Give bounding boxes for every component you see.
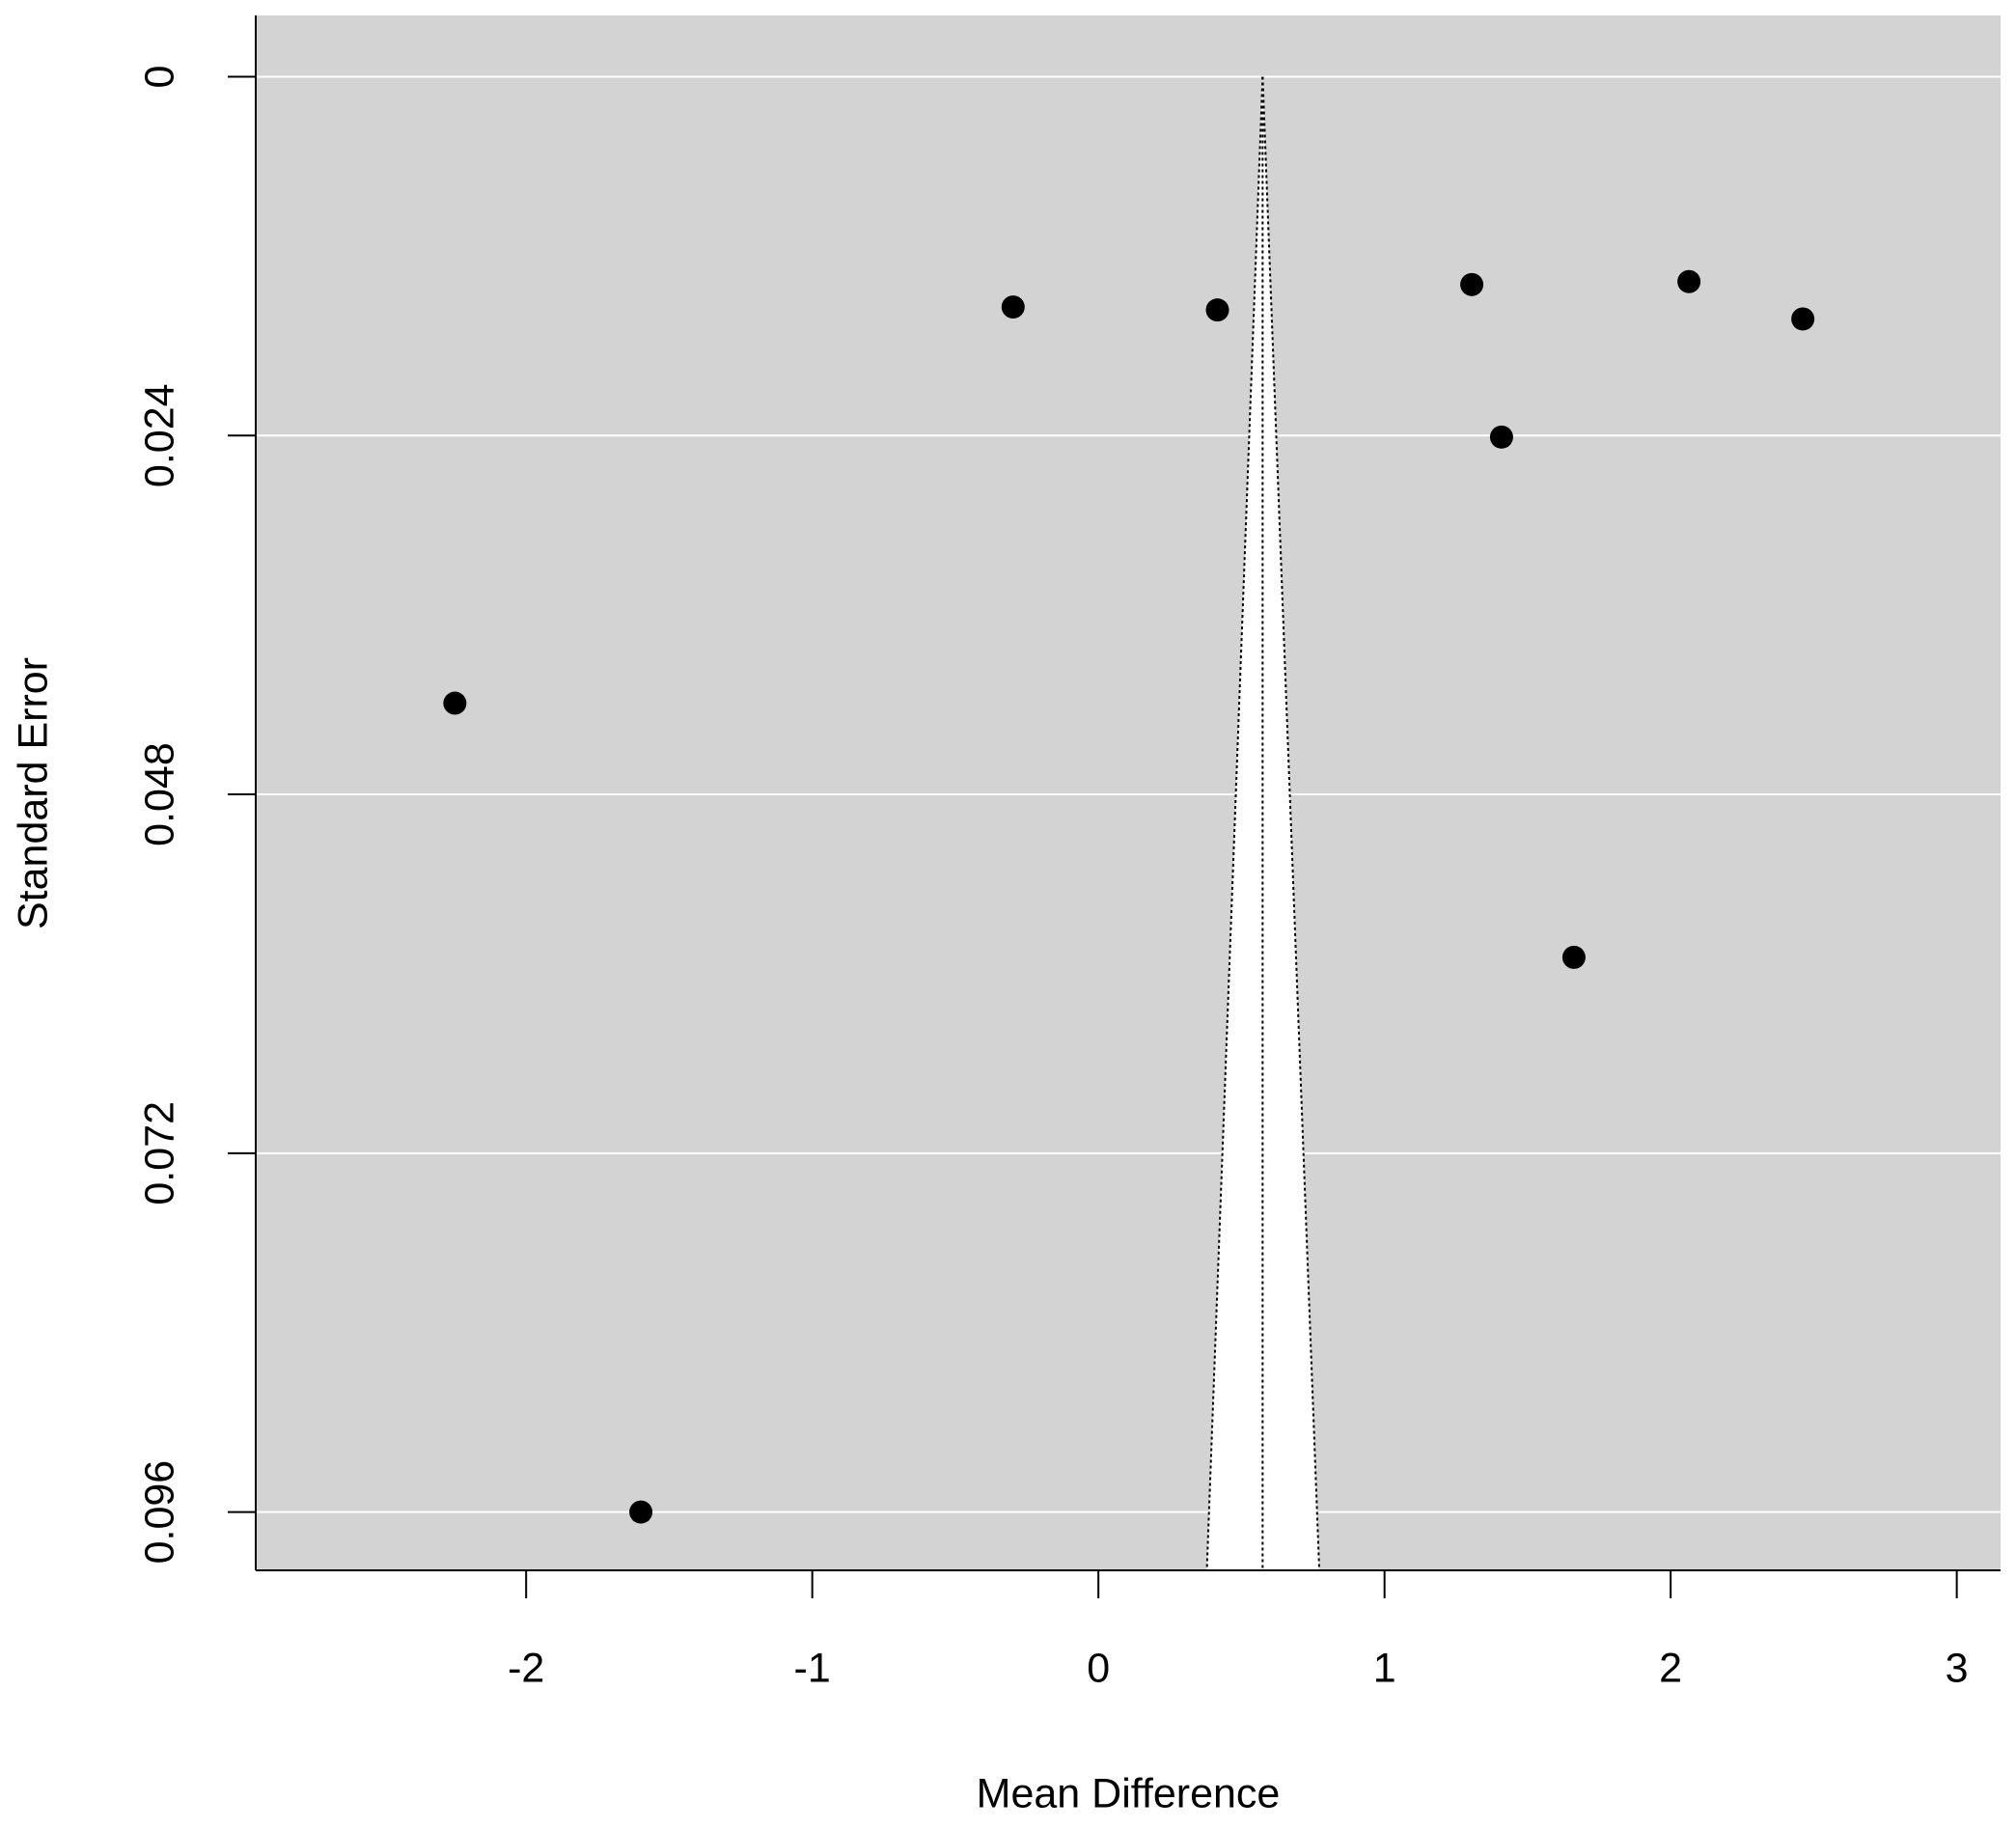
point bbox=[1460, 272, 1484, 296]
x-tick-label: 3 bbox=[1946, 1645, 1969, 1691]
y-tick-label: 0.096 bbox=[136, 1460, 182, 1565]
x-tick-label: 1 bbox=[1373, 1645, 1396, 1691]
plot-panel bbox=[256, 15, 2001, 1570]
y-tick-label: 0 bbox=[136, 66, 182, 89]
point bbox=[1561, 945, 1586, 969]
point bbox=[1791, 307, 1815, 331]
y-tick-label: 0.024 bbox=[136, 383, 182, 487]
x-axis-title: Mean Difference bbox=[977, 1770, 1281, 1816]
funnel-lower bbox=[1205, 76, 1264, 1571]
funnel bbox=[1205, 76, 1321, 1571]
y-tick-label: 0.072 bbox=[136, 1101, 182, 1205]
funnel-region bbox=[1206, 76, 1320, 1570]
point bbox=[629, 1500, 653, 1524]
point bbox=[1001, 295, 1025, 319]
points bbox=[443, 269, 1815, 1524]
x-tick-label: -1 bbox=[794, 1645, 831, 1691]
point bbox=[1677, 269, 1701, 293]
y-tick-label: 0.048 bbox=[136, 742, 182, 846]
funnel-upper bbox=[1261, 76, 1321, 1571]
x-tick-label: 0 bbox=[1087, 1645, 1110, 1691]
x-tick-label: -2 bbox=[508, 1645, 544, 1691]
point bbox=[1205, 298, 1229, 322]
y-axis-title: Standard Error bbox=[10, 657, 56, 929]
point bbox=[443, 691, 467, 715]
point bbox=[1489, 425, 1513, 449]
x-tick-label: 2 bbox=[1659, 1645, 1682, 1691]
grid bbox=[256, 75, 2001, 1513]
